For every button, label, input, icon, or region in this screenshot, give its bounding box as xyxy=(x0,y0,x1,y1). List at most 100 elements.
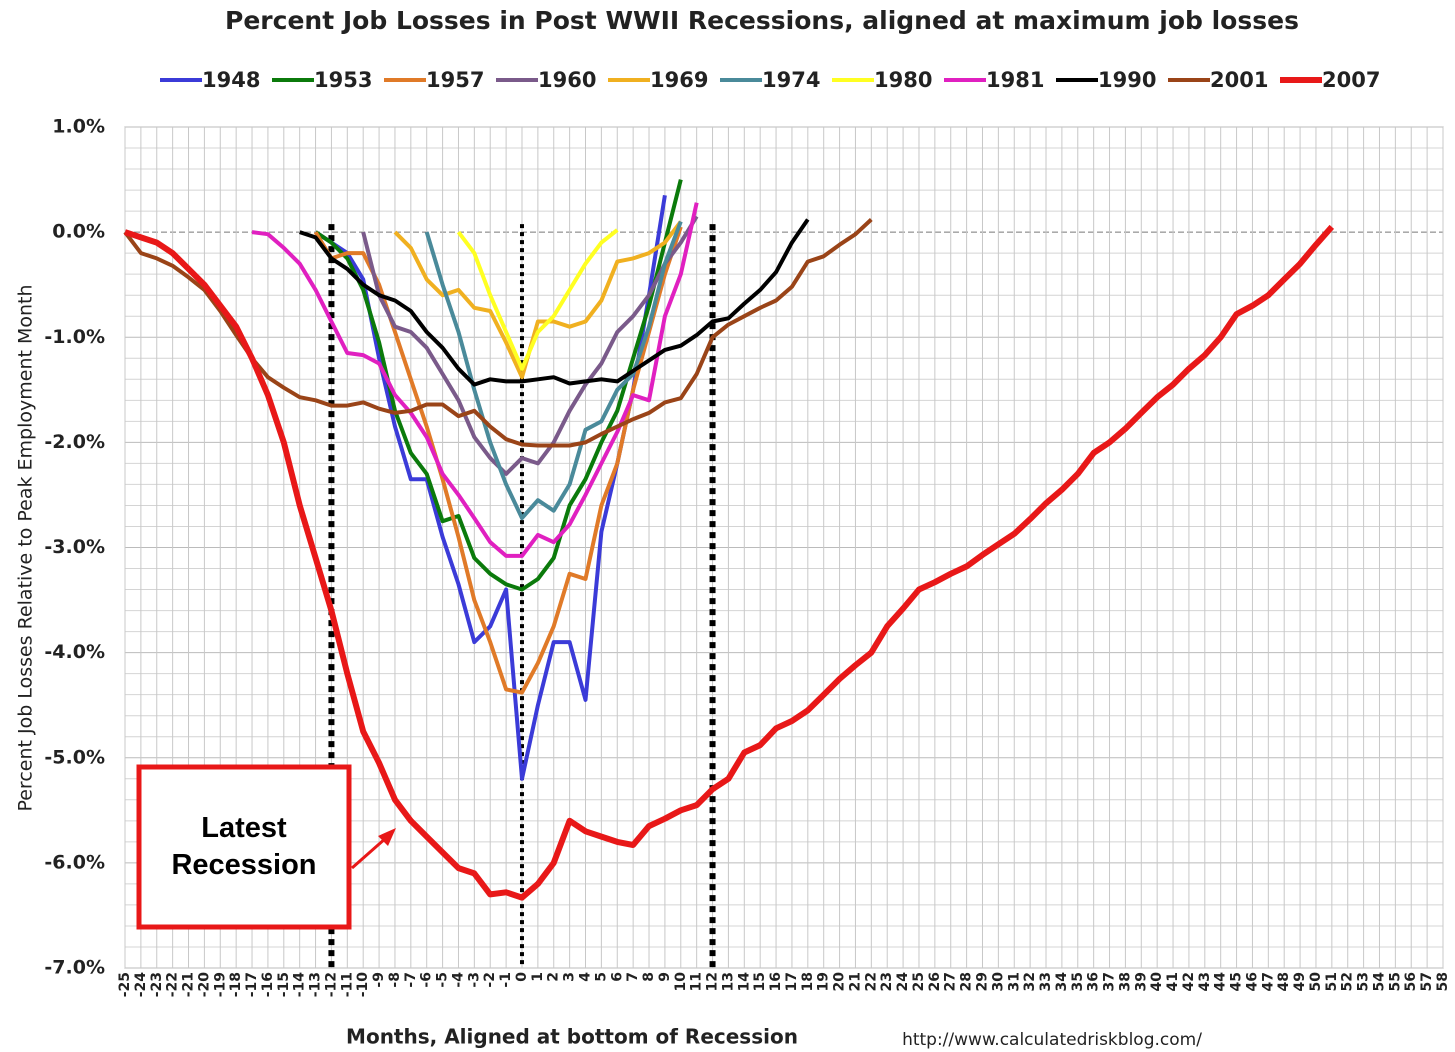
x-tick-label: 56 xyxy=(1403,972,1419,991)
x-tick-label: 39 xyxy=(1133,972,1149,991)
x-tick-label: 49 xyxy=(1292,972,1308,991)
y-tick-label: -5.0% xyxy=(44,746,105,768)
x-tick-label: 12 xyxy=(705,972,721,991)
x-tick-label: 18 xyxy=(800,972,816,991)
x-tick-label: 13 xyxy=(720,972,736,991)
x-tick-label: 20 xyxy=(832,972,848,992)
plot-lines xyxy=(123,179,1335,901)
x-tick-label: 43 xyxy=(1197,972,1213,991)
x-tick-label: -23 xyxy=(149,972,165,997)
x-tick-label: -16 xyxy=(260,972,276,997)
legend-label: 1953 xyxy=(314,68,372,92)
source: http://www.calculatedriskblog.com/ xyxy=(902,1030,1202,1050)
series-line xyxy=(124,224,1335,901)
x-tick-label: 23 xyxy=(879,972,895,991)
x-tick-label: 33 xyxy=(1038,972,1054,991)
x-tick-label: 46 xyxy=(1244,972,1260,991)
x-tick-label: 21 xyxy=(847,972,863,991)
x-tick-label: -6 xyxy=(419,972,435,988)
x-tick-label: 29 xyxy=(974,972,990,991)
y-tick-label: 1.0% xyxy=(52,116,105,138)
x-tick-label: 2 xyxy=(546,972,562,982)
x-tick-label: 6 xyxy=(609,972,625,982)
y-axis-title: Percent Job Losses Relative to Peak Empl… xyxy=(15,284,37,811)
y-tick-label: -6.0% xyxy=(44,851,105,873)
x-tick-label: 54 xyxy=(1371,972,1387,992)
x-tick-label: 11 xyxy=(689,972,705,991)
annotation-text: Latest Recession xyxy=(171,812,317,881)
x-tick-label: 55 xyxy=(1387,972,1403,991)
x-tick-label: 0 xyxy=(514,972,530,982)
x-tick-label: 19 xyxy=(816,972,832,991)
x-tick-label: 5 xyxy=(593,972,609,982)
x-tick-label: 45 xyxy=(1229,972,1245,991)
x-tick-label: -15 xyxy=(276,972,292,997)
x-tick-label: -13 xyxy=(308,972,324,997)
x-tick-label: 53 xyxy=(1356,972,1372,991)
x-tick-label: 15 xyxy=(752,972,768,991)
x-tick-label: 36 xyxy=(1086,972,1102,991)
x-tick-label: 24 xyxy=(895,972,911,992)
legend-label: 1969 xyxy=(650,68,708,92)
legend: 1948 1953 1957 1960 1969 1974 1980 1981 1990 2001… xyxy=(160,68,1380,92)
x-tick-label: -25 xyxy=(117,972,133,997)
x-tick-label: -17 xyxy=(244,972,260,997)
x-tick-label: -12 xyxy=(323,972,339,997)
series-line xyxy=(314,194,667,781)
annotation-arrow xyxy=(351,836,387,870)
x-tick-label: -1 xyxy=(498,972,514,988)
x-tick-label: 4 xyxy=(578,972,594,982)
x-tick-label: 40 xyxy=(1149,972,1165,992)
y-tick-label: -3.0% xyxy=(44,536,105,558)
x-tick-label: 58 xyxy=(1435,972,1451,991)
x-tick-label: 41 xyxy=(1165,972,1181,991)
series-line xyxy=(393,220,683,380)
series-line xyxy=(251,202,699,558)
legend-label: 2007 xyxy=(1322,68,1380,92)
x-tick-label: -5 xyxy=(435,972,451,988)
legend-label: 1974 xyxy=(762,68,820,92)
x-tick-label: -11 xyxy=(339,972,355,997)
y-tick-label: -2.0% xyxy=(44,431,105,453)
annotation-box xyxy=(136,764,352,930)
x-tick-label: -22 xyxy=(165,972,181,997)
x-tick-label: 57 xyxy=(1419,972,1435,991)
legend-label: 1980 xyxy=(874,68,932,92)
x-tick-label: 1 xyxy=(530,972,546,982)
x-tick-label: -19 xyxy=(212,972,228,997)
y-tick-label: -4.0% xyxy=(44,641,105,663)
x-tick-label: 28 xyxy=(959,972,975,991)
x-tick-label: -18 xyxy=(228,972,244,997)
y-tick-label: 0.0% xyxy=(52,221,105,243)
x-tick-label: 14 xyxy=(736,972,752,992)
x-tick-label: -24 xyxy=(133,972,149,998)
x-axis-title: Months, Aligned at bottom of Recession xyxy=(346,1025,798,1049)
x-tick-label: 26 xyxy=(927,972,943,991)
x-tick-label: 34 xyxy=(1054,972,1070,992)
annotation-arrowhead xyxy=(378,828,396,846)
series-line xyxy=(299,218,810,387)
x-tick-label: 44 xyxy=(1213,972,1229,992)
series-line xyxy=(424,220,683,521)
series-line xyxy=(361,215,699,476)
x-tick-label: 42 xyxy=(1181,972,1197,991)
x-tick-label: 35 xyxy=(1070,972,1086,991)
x-tick-label: -7 xyxy=(403,972,419,988)
legend-label: 2001 xyxy=(1210,68,1268,92)
y-tick-label: -7.0% xyxy=(44,957,105,979)
x-tick-label: 27 xyxy=(943,972,959,991)
x-tick-label: 51 xyxy=(1324,972,1340,991)
series-line xyxy=(456,228,619,371)
series-line xyxy=(314,179,683,592)
legend-label: 1948 xyxy=(202,68,260,92)
x-tick-label: 37 xyxy=(1102,972,1118,991)
x-tick-label: -3 xyxy=(466,972,482,988)
x-tick-label: -9 xyxy=(371,972,387,988)
legend-label: 1981 xyxy=(986,68,1044,92)
x-tick-label: 50 xyxy=(1308,972,1324,992)
legend-label: 1957 xyxy=(426,68,484,92)
x-tick-label: -8 xyxy=(387,972,403,988)
y-tick-label: -1.0% xyxy=(44,326,105,348)
x-tick-label: 16 xyxy=(768,972,784,991)
